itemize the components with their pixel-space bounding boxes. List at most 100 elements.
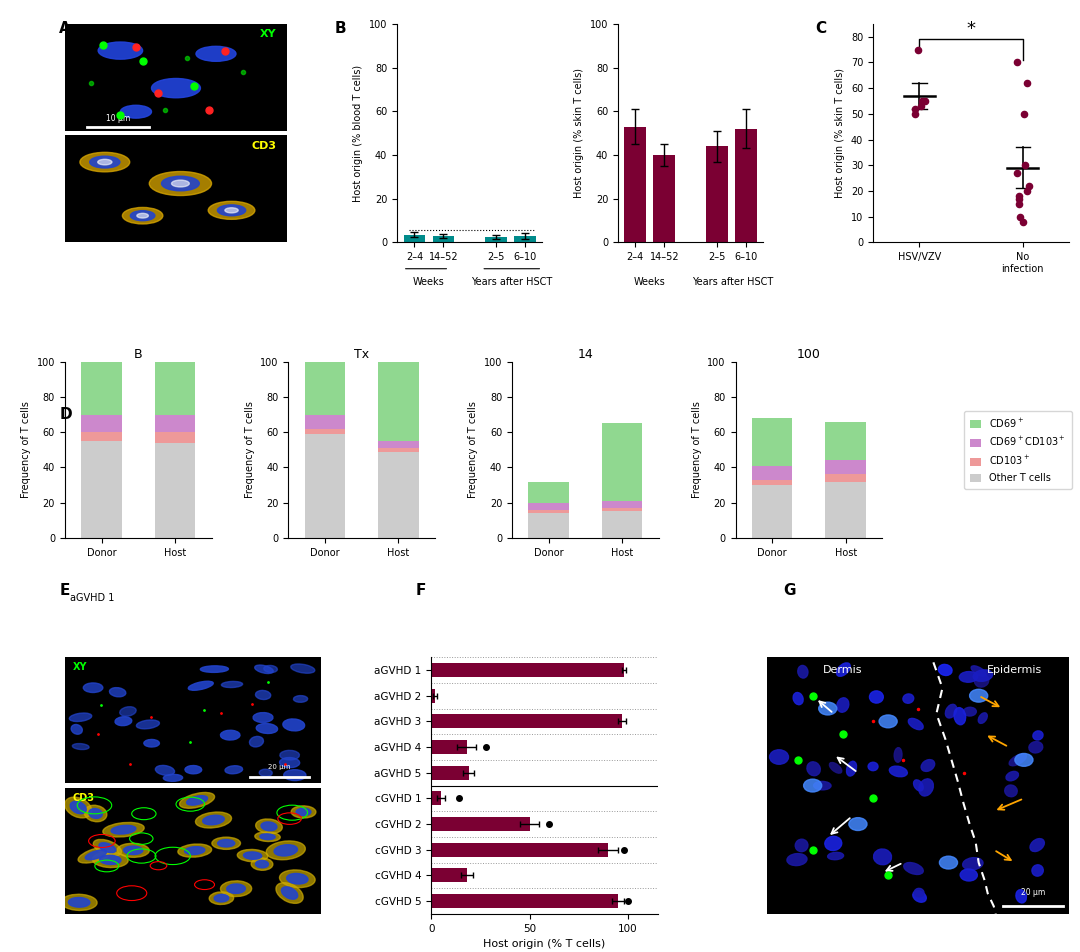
Bar	[378, 441, 419, 448]
Ellipse shape	[179, 792, 215, 808]
Ellipse shape	[255, 832, 280, 842]
Ellipse shape	[945, 704, 957, 718]
Ellipse shape	[172, 180, 189, 187]
Bar	[378, 362, 419, 441]
Ellipse shape	[1030, 839, 1044, 851]
Ellipse shape	[793, 692, 804, 704]
Ellipse shape	[276, 883, 303, 903]
Text: Years after HSCT: Years after HSCT	[471, 277, 552, 288]
Text: Dermis: Dermis	[823, 664, 863, 675]
Bar	[528, 503, 569, 509]
Ellipse shape	[970, 689, 988, 703]
Text: XY: XY	[72, 663, 87, 672]
Ellipse shape	[70, 802, 86, 814]
Ellipse shape	[819, 703, 837, 715]
Ellipse shape	[253, 713, 273, 723]
Ellipse shape	[116, 717, 132, 725]
Y-axis label: Frequency of T cells: Frequency of T cells	[692, 402, 702, 498]
Bar	[734, 129, 757, 243]
Ellipse shape	[99, 843, 116, 853]
Ellipse shape	[89, 808, 103, 819]
Text: F: F	[416, 583, 427, 598]
Text: E: E	[59, 583, 70, 598]
Ellipse shape	[770, 750, 788, 764]
Bar	[431, 714, 622, 728]
Ellipse shape	[869, 691, 883, 704]
Ellipse shape	[83, 683, 103, 692]
Point	[1011, 188, 1028, 204]
Bar	[433, 236, 455, 243]
Ellipse shape	[837, 698, 849, 712]
Bar	[485, 237, 507, 243]
Ellipse shape	[212, 837, 241, 849]
Point	[1018, 184, 1036, 199]
Bar	[528, 509, 569, 513]
Ellipse shape	[163, 774, 183, 782]
Point	[1010, 196, 1027, 211]
Ellipse shape	[68, 898, 90, 907]
Bar	[378, 448, 419, 451]
Ellipse shape	[804, 779, 822, 792]
Ellipse shape	[787, 854, 807, 865]
Ellipse shape	[62, 894, 97, 910]
X-axis label: Host origin (% T cells): Host origin (% T cells)	[483, 940, 606, 949]
Y-axis label: Frequency of T cells: Frequency of T cells	[469, 402, 478, 498]
Point	[917, 93, 934, 109]
Ellipse shape	[266, 841, 306, 860]
Ellipse shape	[256, 690, 271, 700]
Ellipse shape	[65, 797, 92, 818]
Bar	[825, 482, 866, 538]
Ellipse shape	[849, 818, 867, 830]
Ellipse shape	[914, 780, 923, 791]
Title: 14: 14	[578, 347, 593, 361]
Ellipse shape	[974, 675, 989, 687]
Ellipse shape	[904, 863, 923, 875]
Bar	[752, 418, 793, 466]
Point	[1015, 107, 1032, 122]
Ellipse shape	[1031, 864, 1043, 876]
Ellipse shape	[98, 42, 143, 59]
Bar	[378, 451, 419, 538]
Ellipse shape	[280, 750, 299, 760]
Bar	[305, 428, 346, 434]
Point	[1008, 166, 1025, 181]
Ellipse shape	[93, 840, 121, 856]
Ellipse shape	[131, 210, 154, 221]
Ellipse shape	[210, 892, 233, 904]
Text: Years after HSCT: Years after HSCT	[692, 277, 773, 288]
Y-axis label: Frequency of T cells: Frequency of T cells	[22, 402, 31, 498]
Ellipse shape	[225, 208, 239, 213]
Ellipse shape	[919, 779, 933, 796]
Point	[1014, 214, 1031, 229]
Ellipse shape	[939, 664, 953, 676]
Bar	[431, 791, 441, 805]
Text: Weeks: Weeks	[634, 277, 665, 288]
Bar	[624, 127, 646, 243]
Ellipse shape	[136, 720, 160, 729]
Ellipse shape	[1029, 742, 1043, 753]
Point	[1010, 191, 1027, 207]
Point	[1016, 158, 1034, 173]
Ellipse shape	[973, 670, 993, 682]
Ellipse shape	[149, 171, 212, 195]
Ellipse shape	[256, 724, 278, 733]
Bar	[825, 422, 866, 461]
Ellipse shape	[243, 852, 261, 860]
Ellipse shape	[187, 796, 207, 805]
Text: CD3: CD3	[72, 793, 94, 803]
Ellipse shape	[1004, 785, 1017, 797]
Ellipse shape	[120, 706, 136, 716]
Ellipse shape	[903, 694, 914, 704]
Y-axis label: Host origin (% skin T cells): Host origin (% skin T cells)	[835, 69, 846, 198]
Ellipse shape	[256, 861, 269, 868]
Ellipse shape	[238, 849, 268, 862]
Ellipse shape	[813, 782, 831, 790]
Title: B: B	[134, 347, 143, 361]
Ellipse shape	[978, 713, 987, 724]
Bar	[81, 362, 122, 415]
Bar	[81, 441, 122, 538]
Ellipse shape	[203, 815, 225, 824]
Ellipse shape	[1032, 731, 1043, 740]
Ellipse shape	[69, 713, 92, 722]
Ellipse shape	[188, 682, 213, 690]
